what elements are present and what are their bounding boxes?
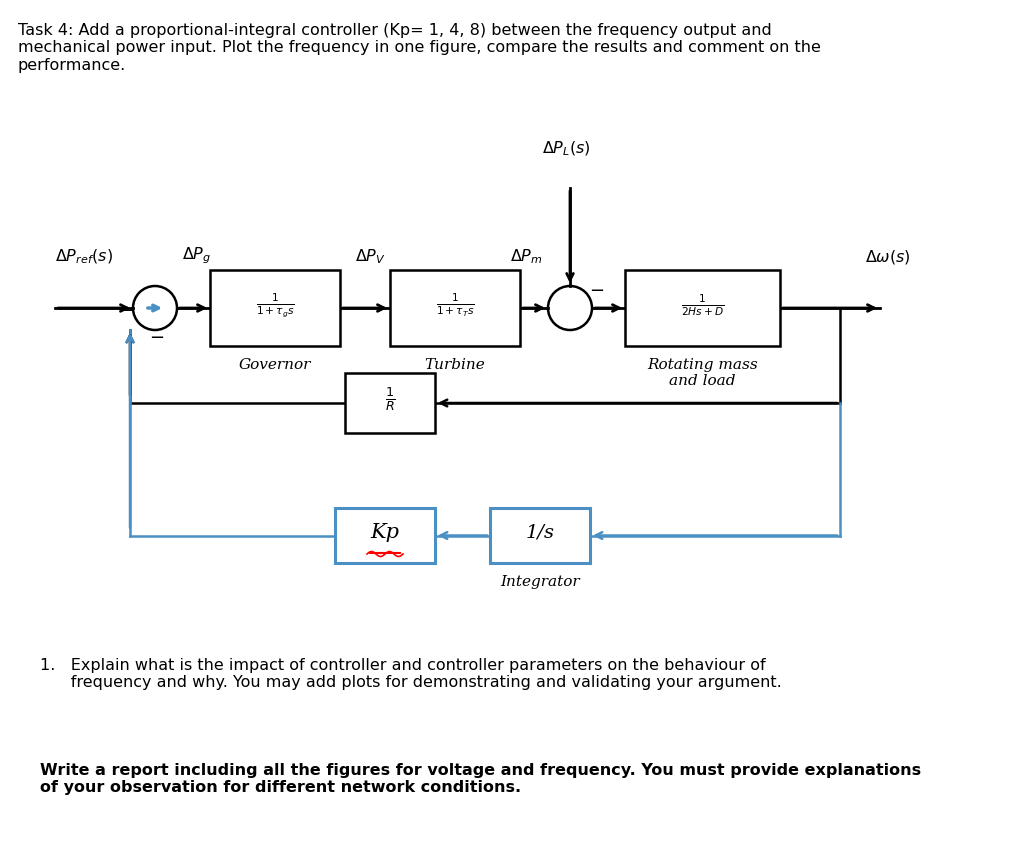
Text: $\Delta P_{ref}(s)$: $\Delta P_{ref}(s)$ [55,247,113,266]
Text: $\frac{1}{1+\tau_T s}$: $\frac{1}{1+\tau_T s}$ [435,292,474,319]
Text: Task 4: Add a proportional-integral controller (Kp= 1, 4, 8) between the frequen: Task 4: Add a proportional-integral cont… [18,23,820,73]
Bar [334,508,434,563]
Text: $\Delta P_g$: $\Delta P_g$ [181,246,211,266]
Text: Rotating mass
and load: Rotating mass and load [646,358,757,388]
Text: −: − [589,282,604,300]
Text: Write a report including all the figures for voltage and frequency. You must pro: Write a report including all the figures… [40,763,920,795]
Text: 1.   Explain what is the impact of controller and controller parameters on the b: 1. Explain what is the impact of control… [40,658,781,690]
Bar [489,508,589,563]
Bar [625,270,780,346]
Text: $\Delta P_L(s)$: $\Delta P_L(s)$ [541,140,590,158]
Text: $\Delta P_m$: $\Delta P_m$ [510,247,542,266]
Text: $\frac{1}{R}$: $\frac{1}{R}$ [384,385,395,413]
Text: 1/s: 1/s [525,523,554,542]
Text: Integrator: Integrator [499,575,579,589]
Text: Governor: Governor [238,358,311,372]
Text: $\Delta\omega(s)$: $\Delta\omega(s)$ [864,248,910,266]
Text: −: − [118,302,133,320]
Bar [210,270,339,346]
Bar [344,373,434,433]
Text: −: − [150,329,164,347]
Text: $\frac{1}{2Hs+D}$: $\frac{1}{2Hs+D}$ [680,293,723,318]
Text: $\frac{1}{1+\tau_g s}$: $\frac{1}{1+\tau_g s}$ [256,291,294,319]
Bar [389,270,520,346]
Text: Turbine: Turbine [424,358,485,372]
Text: $\Delta P_V$: $\Delta P_V$ [355,247,385,266]
Text: Kp: Kp [370,523,399,542]
